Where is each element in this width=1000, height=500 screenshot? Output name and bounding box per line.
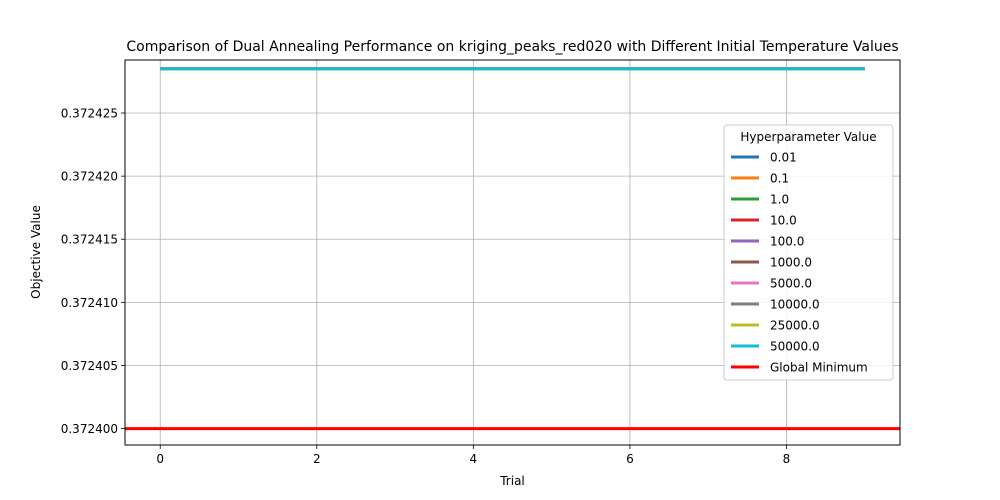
legend-label: 50000.0 <box>770 340 820 354</box>
y-tick-label: 0.372400 <box>61 422 118 436</box>
x-tick-label: 4 <box>470 452 478 466</box>
legend-label: 1000.0 <box>770 256 812 270</box>
x-axis-label: Trial <box>499 474 525 488</box>
legend-label: 0.01 <box>770 151 797 165</box>
x-tick-label: 8 <box>783 452 791 466</box>
legend-label: 10000.0 <box>770 298 820 312</box>
legend-label: Global Minimum <box>770 361 868 375</box>
y-tick-label: 0.372425 <box>61 107 118 121</box>
legend-title: Hyperparameter Value <box>740 130 876 144</box>
y-tick-label: 0.372405 <box>61 359 118 373</box>
legend: Hyperparameter Value 0.01 0.1 1.0 10.0 100.0 1… <box>723 124 894 381</box>
y-tick-label: 0.372420 <box>61 170 118 184</box>
x-tick-label: 2 <box>313 452 321 466</box>
legend-label: 0.1 <box>770 172 789 186</box>
axis-ticks: 0 2 4 6 8 0.372400 0.372405 0.372410 0.372415 0.3… <box>61 107 791 466</box>
series-lines <box>125 67 900 431</box>
x-tick-label: 0 <box>156 452 164 466</box>
x-tick-label: 6 <box>626 452 634 466</box>
legend-label: 10.0 <box>770 214 797 228</box>
chart-title: Comparison of Dual Annealing Performance… <box>126 39 898 55</box>
y-axis-label: Objective Value <box>29 205 43 299</box>
y-tick-label: 0.372410 <box>61 296 118 310</box>
legend-box <box>723 124 894 381</box>
legend-label: 25000.0 <box>770 319 820 333</box>
plot-area-frame <box>124 59 901 446</box>
legend-label: 100.0 <box>770 235 804 249</box>
legend-label: 5000.0 <box>770 277 812 291</box>
y-tick-label: 0.372415 <box>61 233 118 247</box>
legend-label: 1.0 <box>770 193 789 207</box>
